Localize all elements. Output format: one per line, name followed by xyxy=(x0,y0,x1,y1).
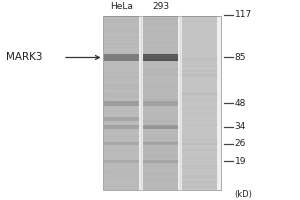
Text: 48: 48 xyxy=(235,99,246,108)
Bar xyxy=(104,101,139,106)
Bar xyxy=(143,142,178,145)
Bar xyxy=(182,16,217,190)
Text: 19: 19 xyxy=(235,157,246,166)
Bar xyxy=(103,16,220,190)
Bar xyxy=(143,160,178,163)
Bar xyxy=(104,54,139,61)
Bar xyxy=(143,54,178,61)
Bar xyxy=(143,101,178,106)
Bar xyxy=(143,125,178,129)
Text: 26: 26 xyxy=(235,139,246,148)
Text: 293: 293 xyxy=(152,2,169,11)
Text: 117: 117 xyxy=(235,10,252,19)
Text: MARK3: MARK3 xyxy=(6,52,43,62)
Text: HeLa: HeLa xyxy=(110,2,133,11)
Text: (kD): (kD) xyxy=(235,190,253,199)
Bar xyxy=(104,16,139,190)
Bar xyxy=(143,16,178,190)
Bar xyxy=(104,142,139,145)
Text: 85: 85 xyxy=(235,53,246,62)
Bar xyxy=(103,16,220,190)
Bar xyxy=(104,160,139,163)
Bar xyxy=(104,117,139,121)
Bar xyxy=(104,125,139,129)
Text: 34: 34 xyxy=(235,122,246,131)
